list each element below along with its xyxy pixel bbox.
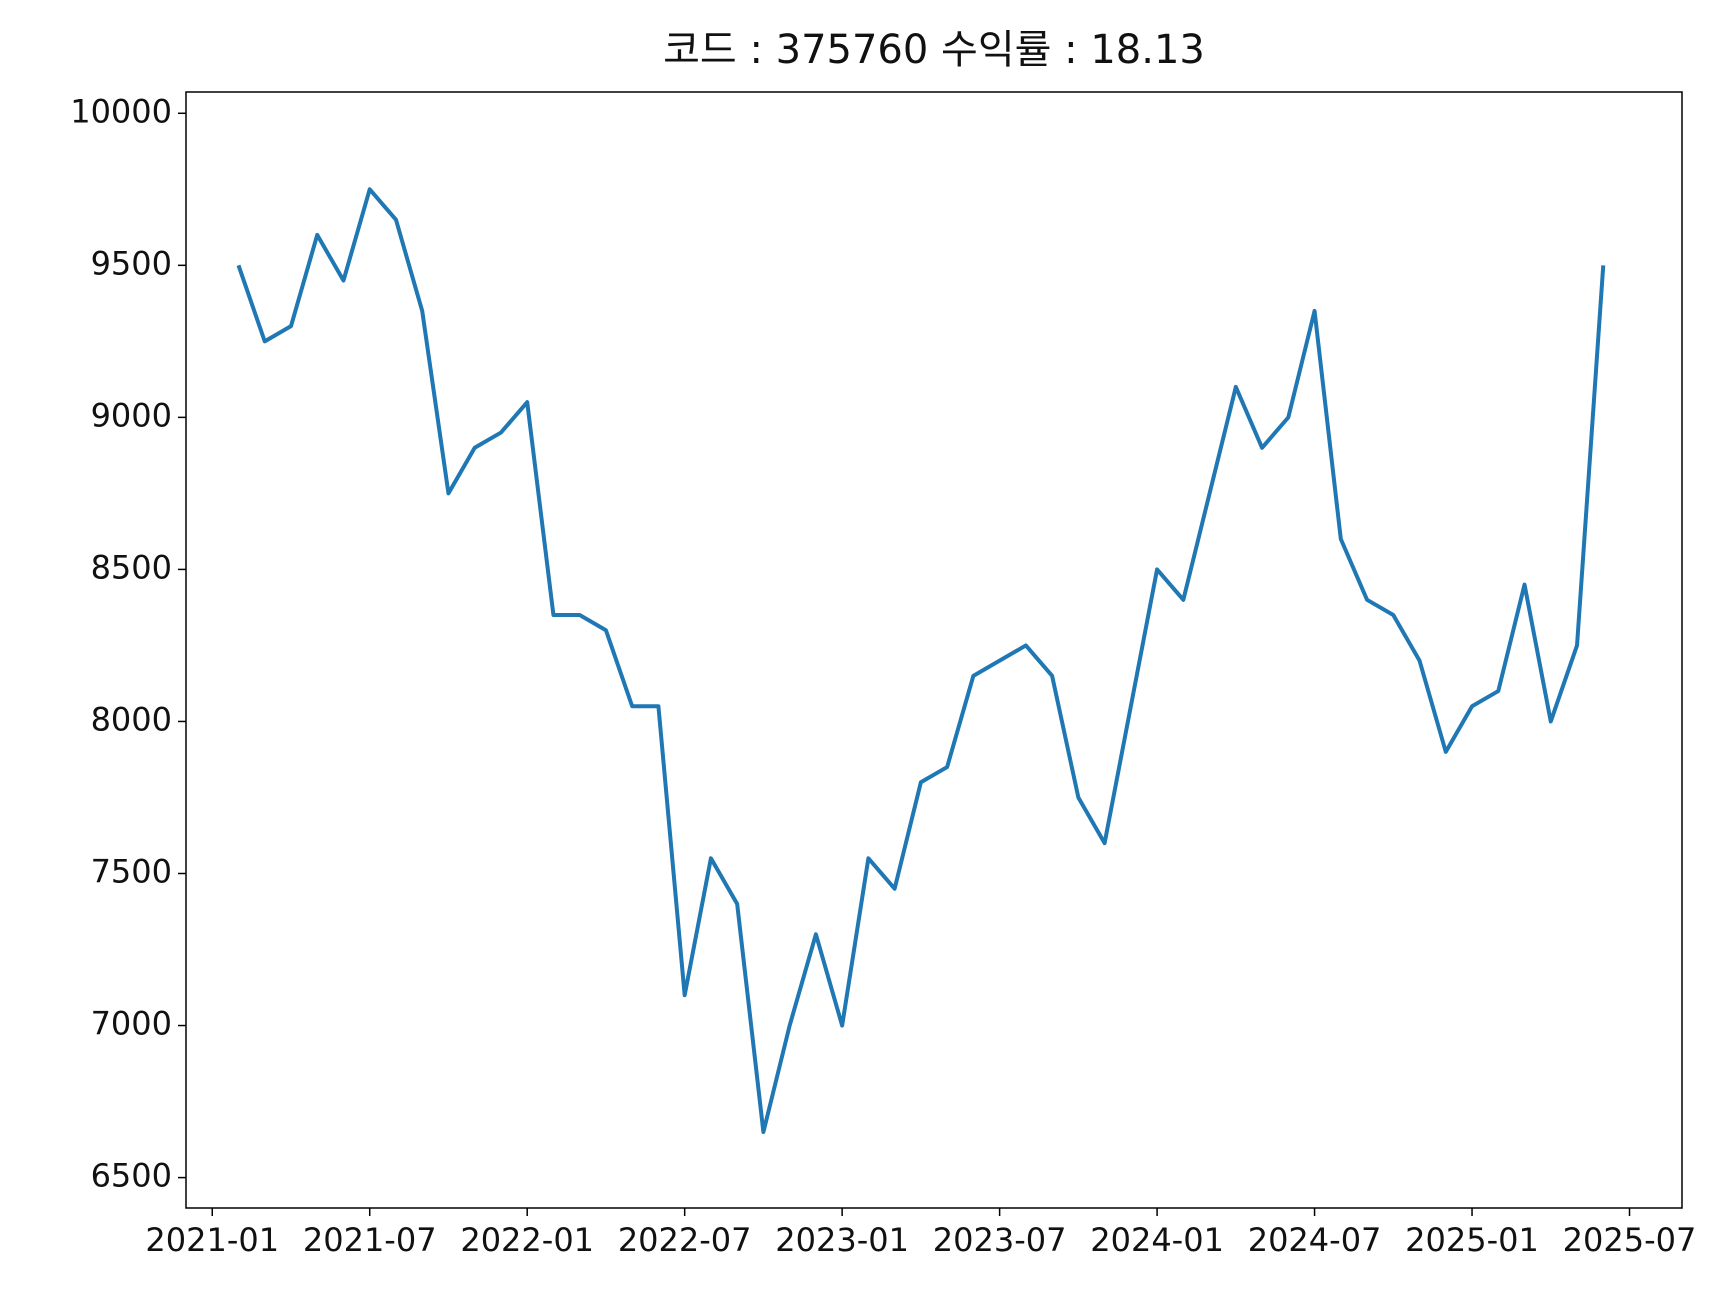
- x-tick-label: 2021-01: [145, 1221, 279, 1259]
- x-tick-label: 2025-07: [1563, 1221, 1697, 1259]
- y-tick-label: 8500: [91, 548, 172, 586]
- y-tick-label: 10000: [70, 92, 172, 130]
- x-tick-label: 2022-01: [460, 1221, 594, 1259]
- y-tick-label: 8000: [91, 700, 172, 738]
- x-tick-label: 2023-07: [933, 1221, 1067, 1259]
- y-tick-label: 7500: [91, 853, 172, 891]
- x-tick-label: 2025-01: [1405, 1221, 1539, 1259]
- x-tick-label: 2021-07: [303, 1221, 437, 1259]
- x-tick-label: 2022-07: [618, 1221, 752, 1259]
- y-tick-label: 9500: [91, 244, 172, 282]
- x-tick-label: 2023-01: [775, 1221, 909, 1259]
- line-series: [236, 187, 1606, 1134]
- chart-title: 코드 : 375760 수익률 : 18.13: [663, 27, 1205, 73]
- x-tick-label: 2024-01: [1090, 1221, 1224, 1259]
- y-tick-label: 7000: [91, 1005, 172, 1043]
- y-tick-label: 6500: [91, 1157, 172, 1195]
- plot-frame: [185, 91, 1683, 1209]
- y-tick-label: 9000: [91, 396, 172, 434]
- x-tick-label: 2024-07: [1248, 1221, 1382, 1259]
